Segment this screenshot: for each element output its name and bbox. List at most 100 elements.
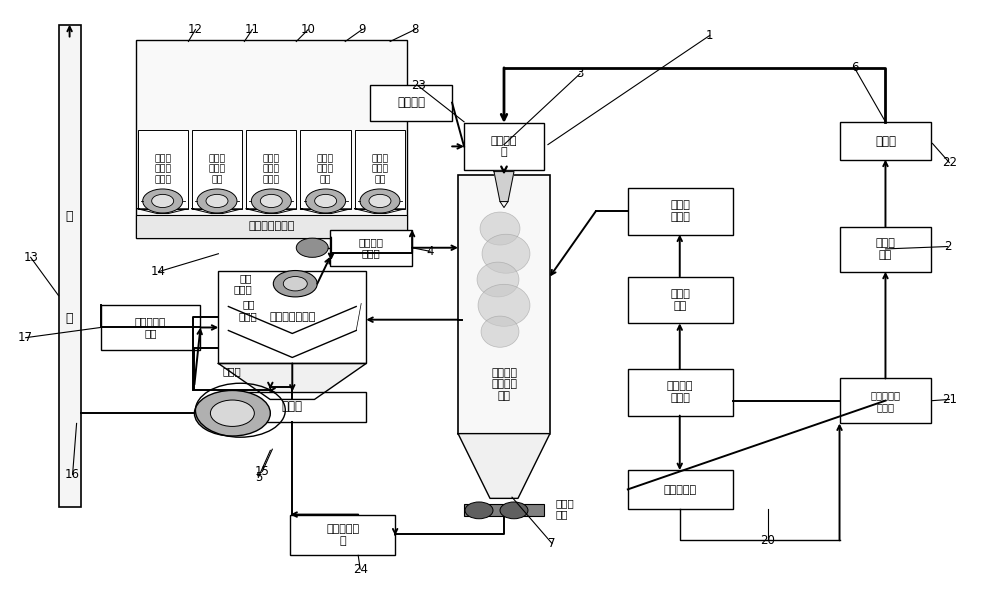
FancyBboxPatch shape — [101, 305, 200, 350]
Circle shape — [143, 189, 183, 213]
FancyBboxPatch shape — [218, 270, 366, 364]
Text: 14: 14 — [151, 265, 166, 278]
Ellipse shape — [482, 234, 530, 273]
Text: 23: 23 — [411, 79, 426, 93]
Circle shape — [369, 194, 391, 207]
Polygon shape — [494, 171, 514, 201]
Text: 17: 17 — [18, 331, 33, 344]
Circle shape — [251, 189, 291, 213]
FancyBboxPatch shape — [628, 276, 733, 323]
Text: 药剂混合
布料器: 药剂混合 布料器 — [359, 237, 384, 258]
Text: 13: 13 — [23, 251, 38, 264]
FancyBboxPatch shape — [330, 230, 412, 266]
Text: 雾化喷射
器: 雾化喷射 器 — [491, 136, 517, 157]
FancyBboxPatch shape — [464, 504, 544, 516]
Ellipse shape — [478, 284, 530, 326]
Circle shape — [306, 189, 346, 213]
Text: 余热烟气
热交换结
晶塔: 余热烟气 热交换结 晶塔 — [491, 368, 517, 401]
Text: 活性矾
土吸附
药剂罐: 活性矾 土吸附 药剂罐 — [154, 154, 171, 184]
Text: 6: 6 — [851, 61, 858, 75]
Text: 输送机: 输送机 — [282, 400, 303, 413]
Text: 烟气监测反
馈仪: 烟气监测反 馈仪 — [135, 316, 166, 338]
Circle shape — [194, 391, 270, 436]
Circle shape — [273, 270, 317, 297]
Text: 垃圾渗滤液: 垃圾渗滤液 — [664, 484, 697, 495]
FancyBboxPatch shape — [370, 85, 452, 121]
Circle shape — [210, 400, 254, 427]
Polygon shape — [218, 364, 366, 400]
Text: 16: 16 — [65, 468, 80, 481]
Circle shape — [500, 502, 528, 519]
Circle shape — [283, 276, 307, 291]
FancyBboxPatch shape — [840, 123, 931, 160]
Text: 24: 24 — [353, 563, 368, 576]
FancyBboxPatch shape — [628, 188, 733, 234]
Text: 21: 21 — [942, 393, 957, 406]
Circle shape — [360, 189, 400, 213]
Circle shape — [197, 189, 237, 213]
Circle shape — [296, 238, 328, 257]
FancyBboxPatch shape — [192, 130, 242, 209]
Text: 22: 22 — [942, 156, 957, 169]
Circle shape — [315, 194, 337, 207]
Text: 综合反应过滤器: 综合反应过滤器 — [269, 312, 315, 322]
FancyBboxPatch shape — [59, 25, 81, 507]
FancyBboxPatch shape — [628, 470, 733, 509]
FancyBboxPatch shape — [300, 130, 351, 209]
Text: 11: 11 — [245, 23, 260, 36]
Text: 8: 8 — [411, 23, 419, 36]
Ellipse shape — [480, 212, 520, 245]
Text: 囱: 囱 — [66, 312, 73, 325]
Text: 高温余
热烟气: 高温余 热烟气 — [670, 200, 690, 222]
Text: 消石灰
吸附药
剂罐: 消石灰 吸附药 剂罐 — [371, 154, 389, 184]
Text: 4: 4 — [426, 245, 434, 258]
Ellipse shape — [477, 262, 519, 297]
Text: 硅藻土
吸附药
剂罐: 硅藻土 吸附药 剂罐 — [317, 154, 334, 184]
FancyBboxPatch shape — [458, 174, 550, 433]
Polygon shape — [246, 209, 296, 213]
Text: 3: 3 — [576, 67, 584, 81]
Circle shape — [152, 194, 174, 207]
Text: 飞灰螯合填
埋: 飞灰螯合填 埋 — [326, 524, 359, 546]
Text: 渗滤液
浓水: 渗滤液 浓水 — [876, 239, 895, 260]
Text: 2: 2 — [944, 240, 951, 253]
FancyBboxPatch shape — [246, 130, 296, 209]
FancyBboxPatch shape — [840, 379, 931, 424]
Polygon shape — [355, 209, 405, 213]
Polygon shape — [458, 433, 550, 498]
Text: 10: 10 — [301, 23, 316, 36]
Polygon shape — [300, 209, 351, 213]
FancyBboxPatch shape — [464, 123, 544, 170]
FancyBboxPatch shape — [628, 369, 733, 416]
Circle shape — [465, 502, 493, 519]
Text: 生活垃圾
存储池: 生活垃圾 存储池 — [667, 382, 693, 403]
FancyBboxPatch shape — [840, 227, 931, 272]
Text: 15: 15 — [255, 465, 270, 478]
FancyBboxPatch shape — [218, 392, 366, 422]
Polygon shape — [138, 209, 188, 213]
Text: 活性炭
吸附药
剂罐: 活性炭 吸附药 剂罐 — [208, 154, 226, 184]
Text: 圆盘刮
板机: 圆盘刮 板机 — [556, 498, 575, 519]
Text: 烟: 烟 — [66, 210, 73, 223]
Text: 压缩空气: 压缩空气 — [397, 96, 425, 109]
Polygon shape — [192, 209, 242, 213]
Text: 浓水泵: 浓水泵 — [875, 135, 896, 147]
FancyBboxPatch shape — [290, 514, 395, 555]
Text: 9: 9 — [358, 23, 366, 36]
Circle shape — [206, 194, 228, 207]
FancyBboxPatch shape — [136, 40, 407, 237]
Text: 引风机: 引风机 — [223, 366, 242, 376]
Text: 垃圾焚
烧炉: 垃圾焚 烧炉 — [670, 289, 690, 311]
FancyBboxPatch shape — [355, 130, 405, 209]
Circle shape — [260, 194, 282, 207]
FancyBboxPatch shape — [136, 215, 407, 237]
Text: 12: 12 — [188, 23, 203, 36]
Ellipse shape — [481, 316, 519, 347]
Text: 管式螺旋输送机: 管式螺旋输送机 — [248, 221, 295, 231]
FancyBboxPatch shape — [138, 130, 188, 209]
Text: 活性白
土吸附
药剂罐: 活性白 土吸附 药剂罐 — [263, 154, 280, 184]
Text: 渗滤液综合
处理站: 渗滤液综合 处理站 — [870, 390, 900, 412]
Text: 20: 20 — [760, 534, 775, 547]
Text: 加药
送风机: 加药 送风机 — [239, 299, 258, 321]
Text: 1: 1 — [706, 29, 713, 42]
